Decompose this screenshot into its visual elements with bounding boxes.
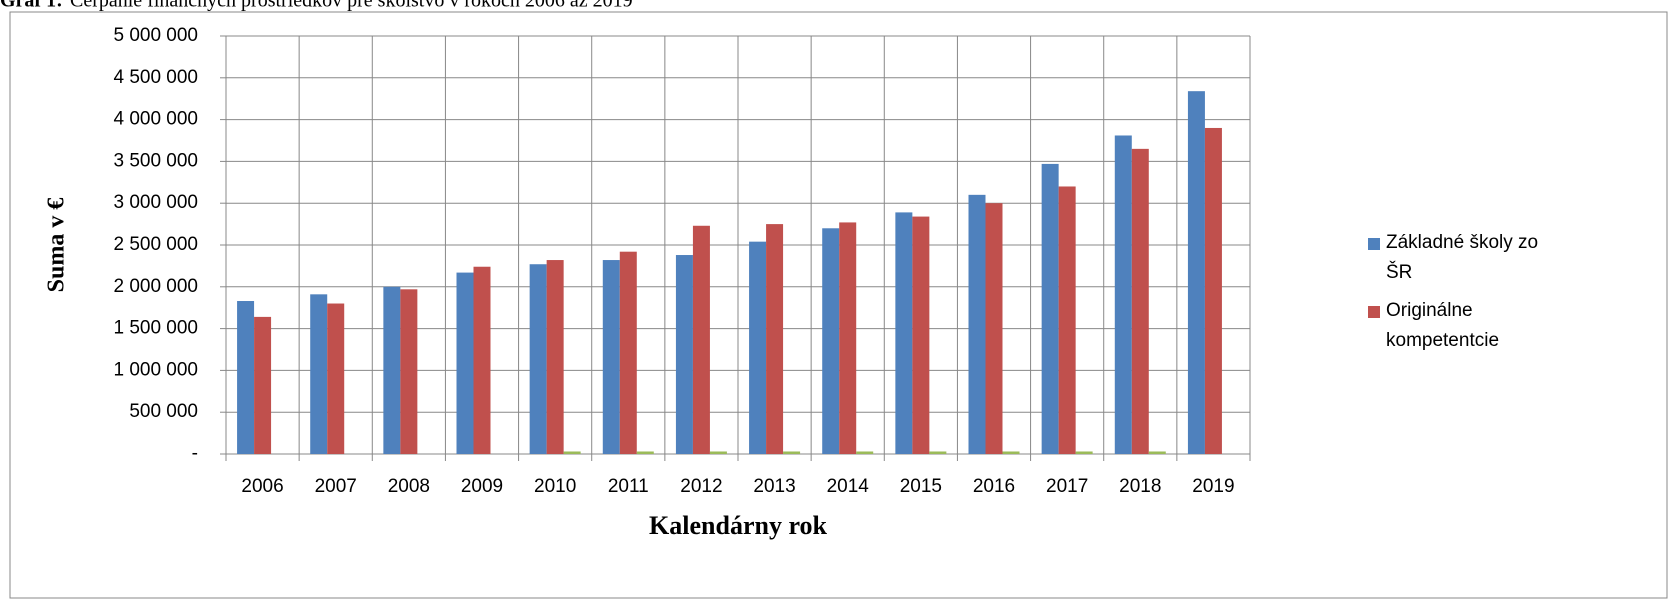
x-tick-label: 2019 xyxy=(1192,476,1234,497)
x-tick-label: 2014 xyxy=(827,476,870,497)
bar xyxy=(968,194,986,454)
y-tick-label: 5 000 000 xyxy=(113,25,198,46)
x-tick-label: 2007 xyxy=(315,476,357,497)
x-tick-label: 2010 xyxy=(534,476,576,497)
x-tick-label: 2006 xyxy=(241,476,283,497)
y-tick-label: 1 000 000 xyxy=(113,359,198,380)
bar xyxy=(783,451,801,454)
x-tick-label: 2008 xyxy=(388,476,430,497)
x-tick-label: 2011 xyxy=(608,476,649,497)
x-axis-label: Kalendárny rok xyxy=(649,511,827,540)
legend-swatch xyxy=(1368,238,1380,250)
bar xyxy=(254,316,272,454)
chart-title-label: Graf 1: xyxy=(0,0,63,12)
legend-swatch xyxy=(1368,306,1380,318)
bar xyxy=(1204,127,1222,455)
bar xyxy=(985,203,1003,454)
legend-label: Originálne kompetentcie xyxy=(1386,300,1500,351)
bar xyxy=(1058,186,1076,455)
bar xyxy=(636,451,654,454)
bar xyxy=(1002,451,1020,454)
bar xyxy=(822,228,840,454)
bar xyxy=(709,451,727,454)
x-tick-label: 2015 xyxy=(900,476,942,497)
bar xyxy=(1041,163,1059,454)
bar xyxy=(912,216,930,454)
x-tick-label: 2012 xyxy=(680,476,722,497)
bar xyxy=(766,224,784,454)
bar xyxy=(749,241,767,454)
bar xyxy=(563,451,581,454)
bar xyxy=(1075,451,1093,454)
bar xyxy=(619,251,637,454)
y-tick-label: 2 000 000 xyxy=(113,276,198,297)
legend-label: Základné školy zo ŠR xyxy=(1386,232,1539,283)
bar xyxy=(675,255,693,454)
legend: Základné školy zo ŠR Originálne kompetent… xyxy=(1368,228,1558,364)
y-tick-label: 4 500 000 xyxy=(113,67,198,88)
bar xyxy=(473,266,491,454)
bar xyxy=(456,272,474,454)
y-tick-label: 2 500 000 xyxy=(113,234,198,255)
bar xyxy=(546,260,564,454)
bar xyxy=(1114,135,1132,454)
legend-item: Originálne kompetentcie xyxy=(1368,296,1558,356)
bar xyxy=(839,222,857,454)
bar xyxy=(237,301,255,454)
x-tick-label: 2018 xyxy=(1119,476,1161,497)
y-tick-label: 3 000 000 xyxy=(113,192,198,213)
bar xyxy=(310,294,328,454)
y-axis-label: Suma v € xyxy=(44,198,70,293)
bar xyxy=(383,286,401,454)
bar xyxy=(327,303,345,454)
legend-item: Základné školy zo ŠR xyxy=(1368,228,1558,288)
y-tick-label: - xyxy=(192,443,198,464)
y-tick-label: 500 000 xyxy=(129,401,198,422)
bar xyxy=(1148,451,1166,454)
bar xyxy=(529,264,547,454)
y-tick-label: 3 500 000 xyxy=(113,150,198,171)
x-tick-label: 2016 xyxy=(973,476,1015,497)
bar xyxy=(856,451,874,454)
x-tick-label: 2009 xyxy=(461,476,503,497)
x-tick-label: 2013 xyxy=(753,476,795,497)
y-tick-label: 1 500 000 xyxy=(113,318,198,339)
bar xyxy=(929,451,947,454)
bar xyxy=(400,289,418,454)
chart-title: Čerpanie finančných prostriedkov pre ško… xyxy=(70,0,633,12)
x-tick-label: 2017 xyxy=(1046,476,1088,497)
bar xyxy=(895,212,913,454)
y-tick-label: 4 000 000 xyxy=(113,109,198,130)
bar xyxy=(1131,148,1149,455)
bar xyxy=(692,225,710,454)
bar xyxy=(602,260,620,454)
bar xyxy=(1187,91,1205,455)
